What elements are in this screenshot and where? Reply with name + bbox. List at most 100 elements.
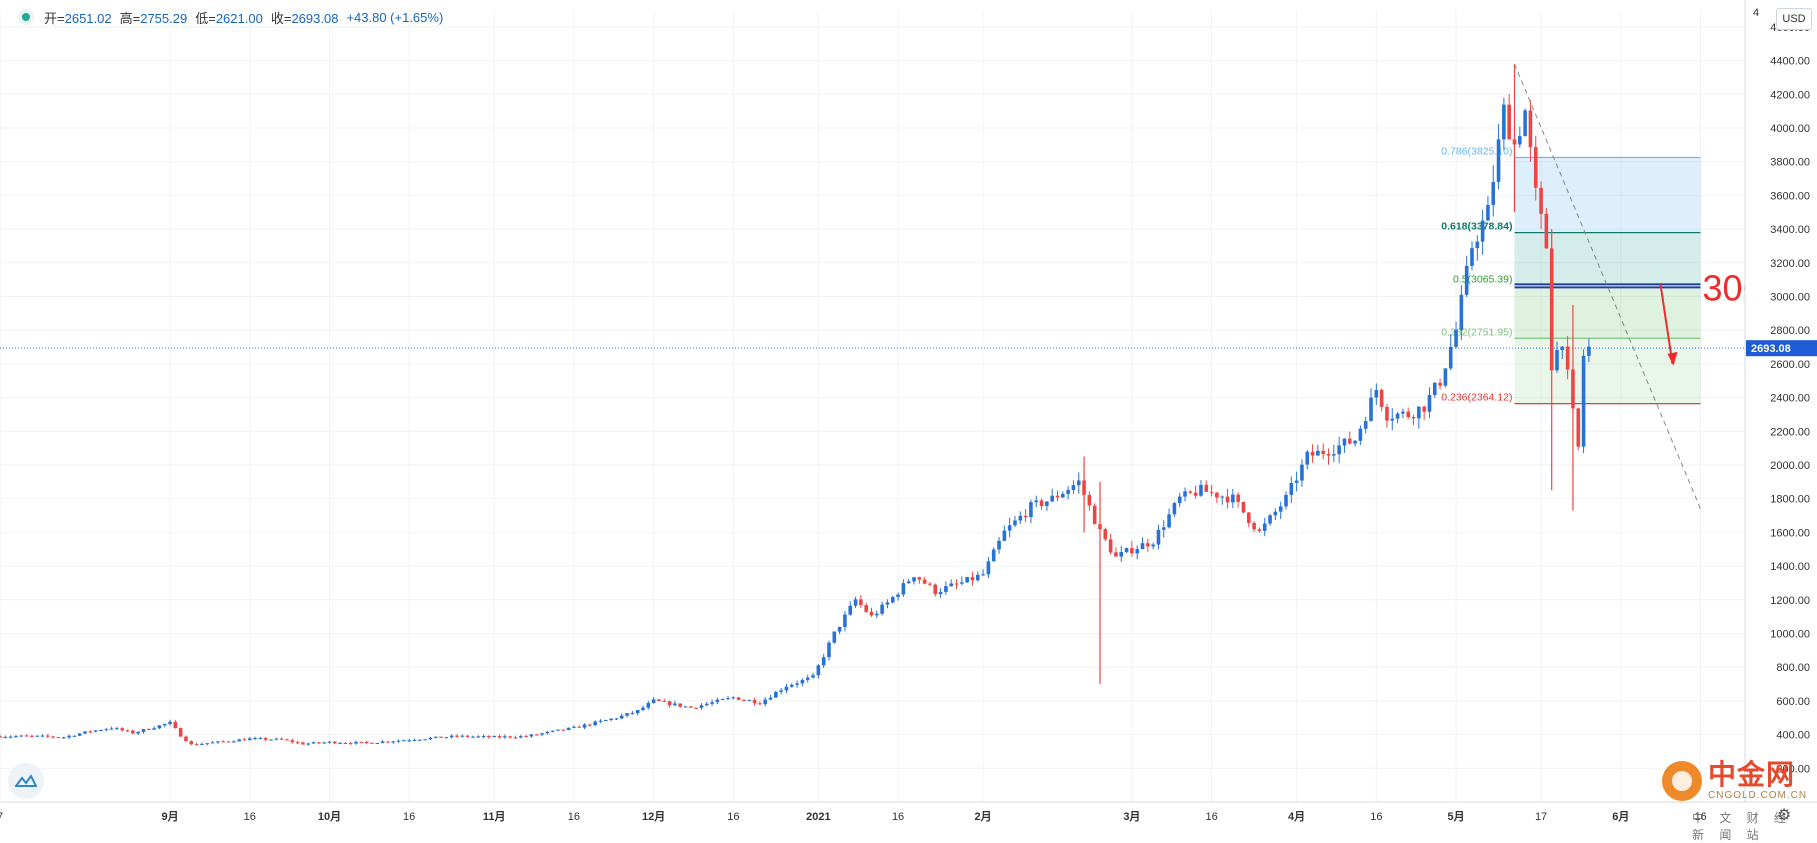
candle-body (1390, 418, 1395, 421)
candle-body (449, 735, 454, 738)
candle-body (901, 583, 906, 595)
y-tick-label: 800.00 (1776, 662, 1810, 674)
candle-body (1401, 411, 1405, 414)
candle-body (173, 721, 178, 729)
candle-body (1560, 346, 1565, 351)
candle-body (561, 729, 566, 731)
candle-body (189, 741, 194, 745)
candle-body (1209, 491, 1214, 493)
candle-body (178, 728, 183, 737)
candle-body (1369, 397, 1373, 422)
candle-body (311, 742, 316, 744)
candle-body (396, 740, 401, 742)
candle-body (534, 734, 539, 736)
x-tick-label: 4月 (1288, 810, 1305, 823)
candle-body (630, 712, 635, 714)
current-price-label: 2693.08 (1751, 343, 1791, 355)
candle-body (1172, 503, 1177, 515)
candle-body (1114, 552, 1118, 557)
candle-body (800, 679, 805, 684)
candle-body (875, 613, 879, 616)
y-axis-bg (1745, 0, 1817, 802)
candle-body (56, 737, 61, 739)
candle-body (1427, 394, 1432, 412)
candle-body (162, 723, 167, 726)
open-value: 开=2651.02 (44, 10, 112, 26)
candle-body (487, 736, 491, 738)
candle-body (407, 740, 411, 742)
candle-body (869, 611, 874, 616)
candle-body (540, 733, 544, 735)
candle-body (678, 703, 682, 707)
candle-body (1066, 490, 1070, 494)
candle-body (253, 738, 257, 740)
candle-body (439, 736, 443, 738)
candle-body (513, 737, 518, 739)
currency-button[interactable]: USD (1776, 8, 1812, 30)
gear-icon[interactable]: ⚙ (1777, 807, 1792, 824)
tradingview-logo-icon[interactable] (8, 763, 44, 799)
candle-body (242, 739, 247, 741)
candle-body (933, 584, 938, 595)
candle-body (1491, 181, 1496, 205)
x-tick-label: 7 (0, 811, 3, 823)
candle-body (965, 576, 969, 583)
candle-body (593, 721, 597, 726)
candle-body (285, 739, 289, 741)
candle-body (710, 702, 714, 704)
x-tick-label: 2021 (806, 811, 830, 823)
candle-body (1533, 147, 1538, 188)
candle-body (1379, 389, 1384, 407)
candle-body (949, 583, 954, 587)
candle-body (816, 665, 821, 676)
candle-body (237, 739, 241, 742)
y-tick-label: 2800.00 (1770, 325, 1810, 337)
candle-body (1161, 527, 1166, 530)
candle-body (1018, 515, 1023, 521)
candle-body (348, 743, 353, 745)
candle-body (306, 743, 311, 745)
candle-body (641, 707, 645, 711)
candle-body (1432, 382, 1437, 395)
candle-body (1417, 406, 1421, 419)
candle-body (582, 724, 587, 728)
y-tick-label: 3600.00 (1770, 190, 1810, 202)
candle-body (938, 591, 943, 595)
y-tick-label: 2600.00 (1770, 359, 1810, 371)
candle-body (269, 739, 273, 741)
candle-body (1305, 451, 1310, 465)
candle-body (1135, 549, 1140, 554)
x-tick-label: 16 (403, 811, 415, 823)
candle-body (157, 725, 162, 729)
candle-body (476, 736, 481, 738)
candle-body (99, 730, 103, 732)
candle-body (1326, 453, 1331, 456)
y-tick-label: 2400.00 (1770, 393, 1810, 405)
y-tick-label: 1800.00 (1770, 494, 1810, 506)
candle-body (954, 583, 959, 585)
y-axis: 200.00 400.00 600.00 800.00 1000.00 1200.00 14… (1744, 0, 1817, 802)
candle-body (1257, 529, 1262, 531)
candle-body (917, 577, 922, 580)
candle-body (444, 737, 449, 739)
candle-body (465, 735, 470, 737)
candle-body (922, 579, 927, 584)
candle-body (77, 733, 82, 736)
candle-body (928, 583, 932, 585)
candle-body (423, 739, 427, 741)
candle-body (1108, 539, 1113, 553)
candle-body (784, 686, 789, 691)
candle-body (1470, 248, 1474, 266)
candle-body (880, 604, 884, 614)
candle-body (46, 735, 50, 737)
y-tick-label: 3200.00 (1770, 258, 1810, 270)
watermark-url: CNGOLD.COM.CN (1708, 790, 1808, 801)
candle-body (1321, 450, 1325, 454)
candle-body (1055, 495, 1060, 498)
y-tick-label: 4400.00 (1770, 56, 1810, 68)
candle-body (720, 698, 725, 700)
candle-body (1061, 493, 1065, 498)
candle-body (715, 699, 720, 703)
